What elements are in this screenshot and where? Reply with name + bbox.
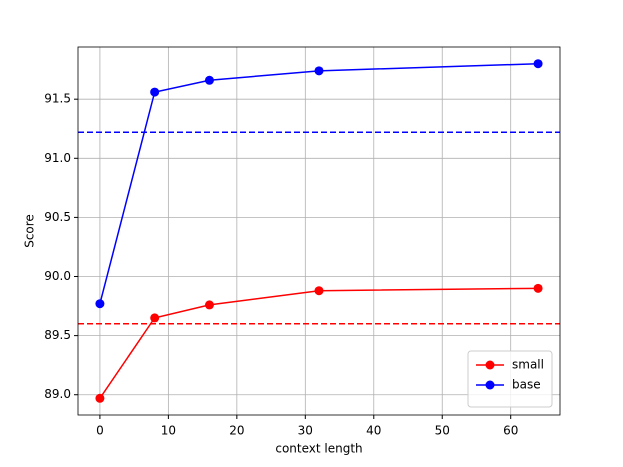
x-axis-label: context length <box>275 442 362 456</box>
data-point <box>533 59 543 69</box>
data-point <box>314 286 324 296</box>
data-point <box>95 299 105 309</box>
data-point <box>150 313 160 323</box>
x-tick-label: 10 <box>161 424 176 438</box>
y-tick-label: 91.5 <box>44 92 71 106</box>
legend-label: base <box>512 378 541 392</box>
x-tick-label: 0 <box>96 424 104 438</box>
y-axis-label: Score <box>23 214 37 248</box>
data-point <box>533 283 543 293</box>
x-tick-label: 60 <box>503 424 518 438</box>
x-tick-label: 30 <box>298 424 313 438</box>
series-line <box>99 62 539 304</box>
data-point <box>95 393 105 403</box>
x-tick-label: 50 <box>435 424 450 438</box>
legend-marker <box>485 360 495 370</box>
y-tick-label: 90.0 <box>44 269 71 283</box>
data-point <box>204 75 214 85</box>
legend-label: small <box>512 358 544 372</box>
data-point <box>150 87 160 97</box>
legend-marker <box>485 380 495 390</box>
plot-frame <box>77 46 561 416</box>
y-tick-label: 91.0 <box>44 151 71 165</box>
x-tick-label: 40 <box>366 424 381 438</box>
x-tick-label: 20 <box>229 424 244 438</box>
y-tick-label: 90.5 <box>44 210 71 224</box>
data-point <box>204 300 214 310</box>
data-point <box>314 66 324 76</box>
y-tick-label: 89.5 <box>44 328 71 342</box>
y-tick-label: 89.0 <box>44 387 71 401</box>
